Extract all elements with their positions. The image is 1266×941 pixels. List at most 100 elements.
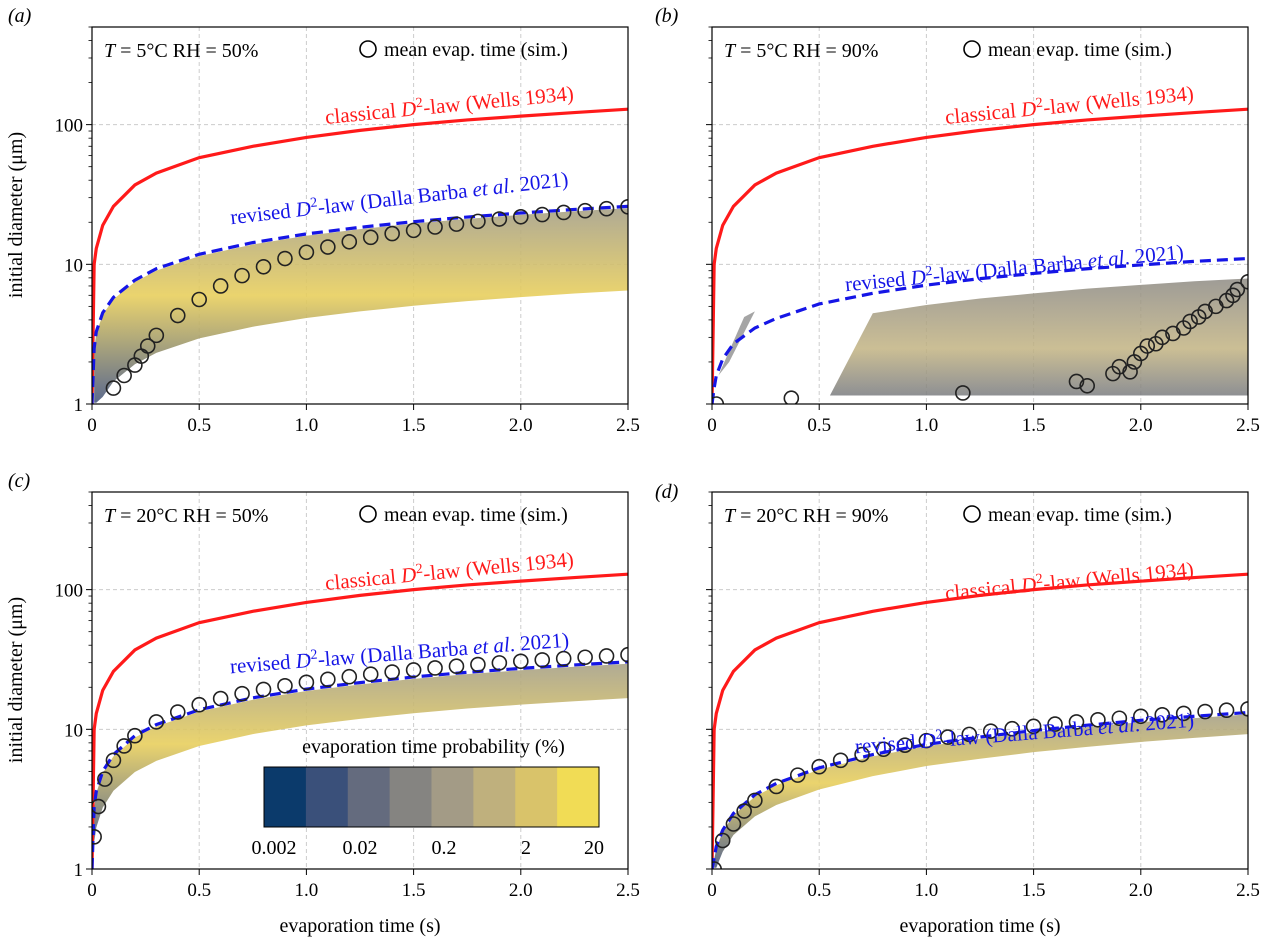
x-tick-label: 0.5	[807, 415, 831, 436]
marker-point	[116, 738, 132, 754]
x-tick-label: 0	[707, 415, 717, 436]
marker-point	[1175, 705, 1192, 722]
marker-point	[234, 685, 250, 702]
marker-point	[620, 646, 628, 663]
x-tick-label: 1.0	[295, 880, 319, 901]
legend-label: mean evap. time (sim.)	[384, 504, 568, 526]
marker-point	[169, 704, 186, 720]
x-tick-label: 1.0	[915, 415, 939, 436]
marker-point	[105, 752, 122, 769]
marker-point	[92, 829, 102, 845]
marker-point	[714, 832, 731, 849]
panel-label: (d)	[655, 481, 679, 503]
marker-point	[1025, 718, 1042, 735]
x-tick-label: 2.0	[1129, 415, 1153, 436]
marker-point	[512, 208, 529, 225]
marker-point	[277, 250, 293, 267]
x-tick-label: 1.5	[1022, 415, 1046, 436]
marker-point	[534, 652, 551, 668]
marker-point	[712, 396, 725, 404]
marker-point	[961, 726, 978, 743]
panel-label: (a)	[8, 5, 32, 27]
classical-curve-label: classical D2-law (Wells 1934)	[944, 557, 1195, 605]
marker-point	[1154, 707, 1171, 723]
x-tick-label: 2.5	[1236, 415, 1260, 436]
colorbar-swatch	[515, 767, 558, 827]
classical-d2-curve	[712, 572, 1248, 869]
marker-point	[598, 200, 615, 217]
colorbar-swatch	[389, 767, 432, 827]
colorbar-frame	[263, 766, 600, 828]
legend-label: mean evap. time (sim.)	[988, 504, 1172, 526]
mean-evap-markers	[105, 199, 628, 396]
x-tick-label: 2.5	[616, 880, 640, 901]
classical-d2-curve	[92, 107, 628, 404]
axes-frame	[711, 491, 1249, 870]
density-cloud	[714, 714, 1248, 868]
marker-point	[897, 737, 913, 753]
marker-point	[1240, 701, 1248, 717]
marker-point	[191, 696, 207, 713]
marker-point	[832, 752, 849, 769]
panel-d: 0 0.5 1.0 1.5 2.0 2.5 (d) T = 20°C RH = 90% mean…	[655, 481, 1260, 901]
colorbar-tick-label: 20	[584, 837, 604, 859]
axes-frame	[91, 491, 629, 870]
y-tick-label: 10	[64, 255, 83, 276]
marker-point	[255, 681, 272, 698]
marker-point	[384, 664, 400, 680]
condition-label: T = 5°C RH = 50%	[104, 40, 258, 62]
marker-point	[320, 671, 336, 688]
revised-curve-label: revised D2-law (Dalla Barba et al. 2021)	[844, 240, 1185, 296]
marker-point	[811, 758, 828, 775]
x-tick-label: 2.5	[1236, 880, 1260, 901]
marker-point	[169, 307, 186, 324]
marker-point	[127, 727, 143, 744]
mean-evap-markers	[712, 273, 1248, 404]
marker-point	[955, 385, 971, 401]
y-tick-label: 1	[74, 395, 84, 416]
condition-label: T = 5°C RH = 90%	[724, 40, 878, 62]
marker-point	[1229, 281, 1246, 298]
x-tick-label: 2.0	[1129, 880, 1153, 901]
x-tick-label: 1.5	[402, 880, 426, 901]
marker-point	[405, 222, 422, 239]
marker-point	[191, 291, 207, 308]
marker-point	[1111, 710, 1128, 727]
legend-label: mean evap. time (sim.)	[988, 39, 1172, 61]
x-tick-label: 1.0	[295, 415, 319, 436]
x-tick-label: 2.5	[616, 415, 640, 436]
marker-point	[1133, 708, 1149, 725]
density-sliver	[718, 311, 755, 376]
x-tick-label: 0.5	[807, 880, 831, 901]
panel-c: 0 0.5 1.0 1.5 2.0 2.5 1 10 100 (c) T = 20°C RH = 5…	[8, 470, 640, 901]
y-tick-label: 100	[55, 581, 84, 602]
density-cloud	[94, 208, 628, 403]
marker-point	[1068, 373, 1085, 390]
legend-label: mean evap. time (sim.)	[384, 39, 568, 61]
legend-marker-icon	[963, 40, 981, 58]
marker-point	[620, 199, 628, 215]
colorbar-tick-label: 0.2	[432, 837, 457, 859]
colorbar-swatch	[473, 767, 516, 827]
marker-point	[598, 648, 615, 664]
density-cloud	[94, 663, 628, 843]
marker-point	[725, 816, 742, 832]
grid	[711, 492, 1249, 870]
legend-marker-icon	[359, 505, 377, 523]
marker-point	[427, 219, 443, 235]
marker-point	[427, 660, 443, 676]
marker-point	[139, 338, 156, 354]
marker-point	[212, 690, 229, 707]
marker-point	[1240, 273, 1248, 290]
marker-point	[105, 380, 122, 396]
x-axis-label: evaporation time (s)	[279, 915, 440, 937]
marker-point	[1079, 377, 1095, 394]
marker-point	[148, 714, 165, 730]
marker-point	[1154, 329, 1171, 346]
mean-evap-markers	[92, 646, 628, 845]
legend-marker-icon	[359, 40, 377, 58]
axes-frame	[91, 26, 629, 405]
colorbar-swatch	[264, 767, 307, 827]
density-band	[94, 663, 628, 843]
marker-point	[875, 741, 892, 758]
